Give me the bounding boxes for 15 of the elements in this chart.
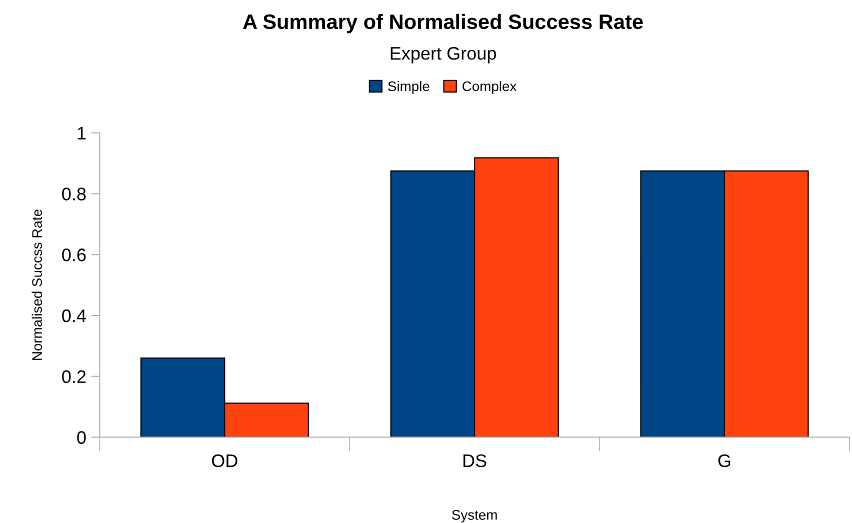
x-tick-label: DS <box>464 454 486 468</box>
y-tick-label: 1 <box>78 126 86 140</box>
chart-title: A Summary of Normalised Success Rate <box>243 14 643 34</box>
chart-subtitle: Expert Group <box>390 46 496 64</box>
y-tick-label: 0.4 <box>62 309 86 322</box>
x-axis-title: System <box>452 510 497 523</box>
y-axis-title: Normalised Succss Rate <box>32 210 42 360</box>
x-tick-label: OD <box>212 454 238 468</box>
y-tick-label: 0 <box>77 431 86 444</box>
y-tick-label: 0.8 <box>62 188 86 200</box>
y-tick-label: 0.2 <box>62 370 86 384</box>
y-tick-label: 0.6 <box>62 248 86 262</box>
legend-label: Complex <box>462 80 517 94</box>
x-tick-label: G <box>718 454 730 468</box>
legend-label: Simple <box>388 80 430 94</box>
